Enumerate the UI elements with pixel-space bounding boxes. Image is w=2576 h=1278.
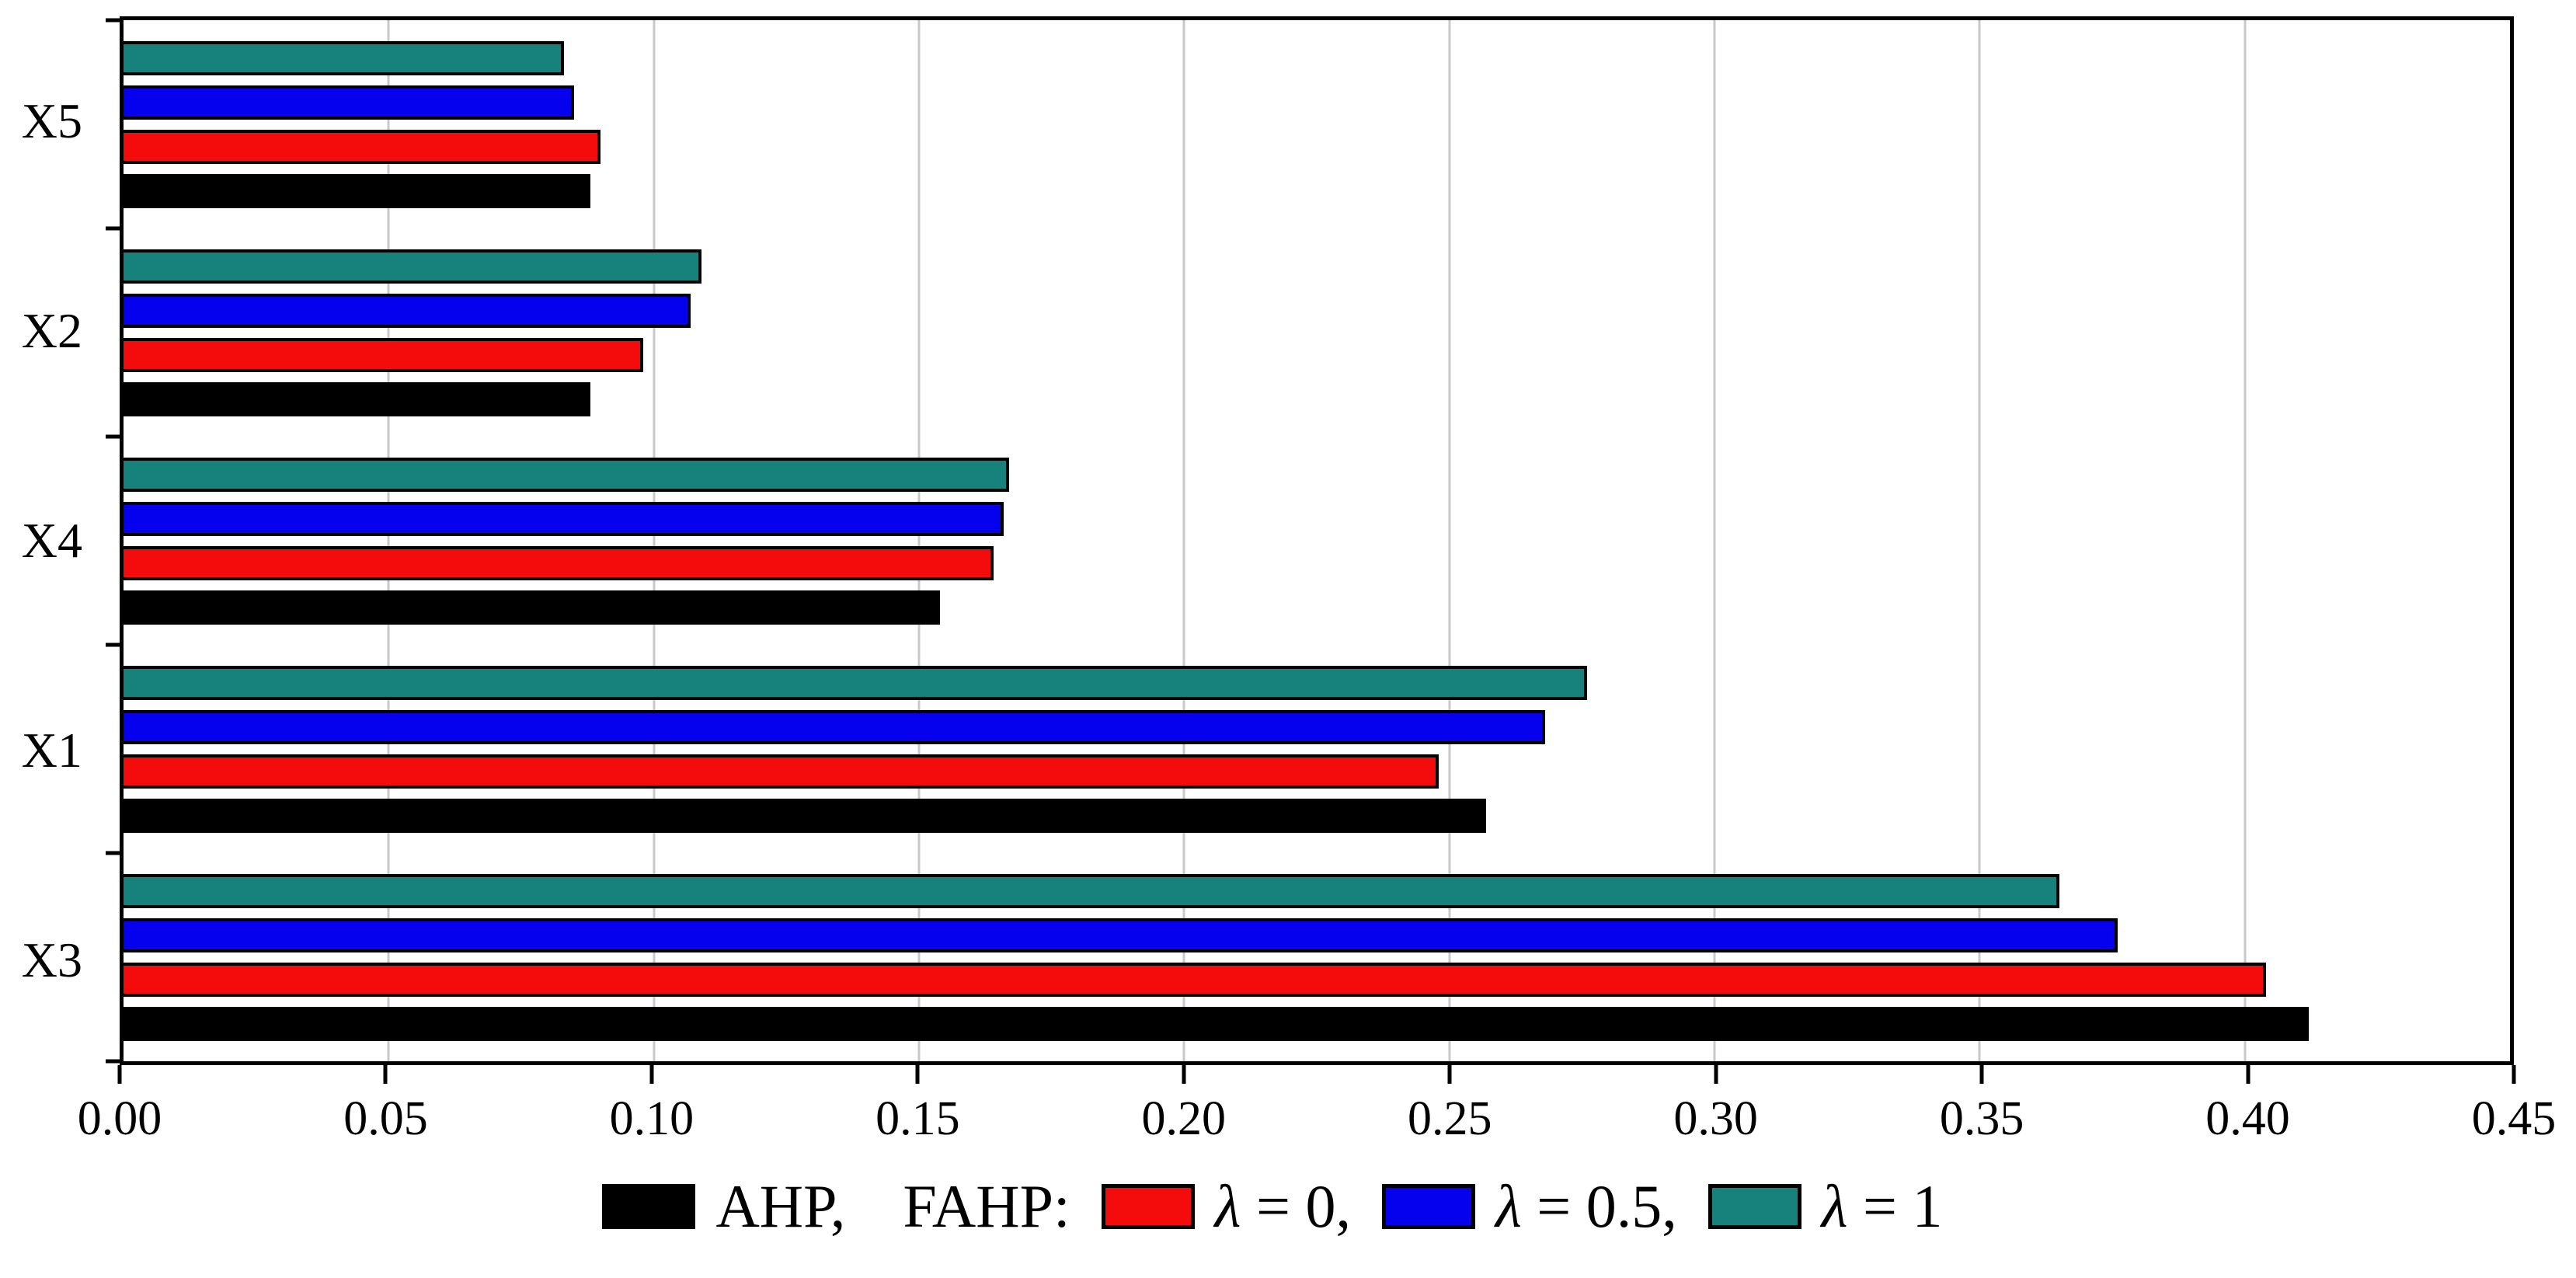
x-tick-label: 0.05: [343, 1092, 428, 1145]
bar-x1-λ=0.5: [124, 709, 1545, 744]
legend-label: λ = 0,: [1214, 1172, 1351, 1240]
x-axis-tick: [1979, 1065, 1984, 1084]
x-axis-tick: [1714, 1065, 1718, 1084]
y-axis-tick: [106, 1059, 120, 1064]
bar-x2-λ=0.5: [124, 293, 691, 328]
x-axis-tick: [117, 1065, 122, 1084]
bar-group-x2: [124, 228, 2510, 437]
gridline: [1448, 20, 1451, 1061]
legend-swatch-λ=1: [1707, 1184, 1801, 1229]
bar-x4-λ=0.5: [124, 501, 1004, 536]
bar-group-x5: [124, 20, 2510, 228]
bar-x5-AHP: [124, 173, 590, 208]
bar-x2-λ=0: [124, 337, 643, 372]
x-axis: 0.00 0.05 0.10 0.15 0.20 0.25 0.30 0.35 0.40 0.45: [78, 1065, 2556, 1182]
gridline: [653, 20, 656, 1061]
y-axis-tick: [106, 434, 120, 439]
gridline: [1978, 20, 1981, 1061]
gridline: [2244, 20, 2247, 1061]
y-axis-tick: [106, 18, 120, 23]
legend-swatch-λ=0: [1101, 1184, 1195, 1229]
x-tick-label: 0.30: [1673, 1092, 1758, 1145]
bar-x2-AHP: [124, 381, 590, 416]
bar-x3-λ=0: [124, 962, 2266, 997]
bar-x4-λ=0: [124, 545, 994, 580]
x-axis-tick: [1182, 1065, 1186, 1084]
x-axis-tick: [915, 1065, 920, 1084]
bar-x5-λ=0.5: [124, 85, 575, 120]
legend-label: FAHP:: [903, 1172, 1070, 1240]
bar-group-x1: [124, 645, 2510, 853]
x-tick-label: 0.45: [2471, 1092, 2557, 1145]
bar-x5-λ=1: [124, 40, 564, 75]
y-axis-tick: [106, 642, 120, 647]
bar-x5-λ=0: [124, 129, 601, 164]
y-axis-tick: [106, 226, 120, 231]
x-axis-tick: [2246, 1065, 2251, 1084]
x-tick-label: 0.00: [77, 1092, 162, 1145]
gridline: [1713, 20, 1716, 1061]
category-label-x1: X1: [21, 723, 82, 778]
x-axis-tick: [649, 1065, 654, 1084]
bar-x1-λ=1: [124, 665, 1588, 700]
x-tick-label: 0.15: [875, 1092, 960, 1145]
category-label-x2: X2: [21, 303, 82, 358]
chart-legend: AHP, FAHP: λ = 0, λ = 0.5, λ = 1: [0, 1164, 2576, 1249]
gridline: [387, 20, 390, 1061]
gridline: [1182, 20, 1185, 1061]
bar-x2-λ=1: [124, 249, 702, 284]
bar-group-x4: [124, 437, 2510, 645]
x-axis-tick: [383, 1065, 388, 1084]
x-tick-label: 0.25: [1407, 1092, 1492, 1145]
legend-label: λ = 0.5,: [1495, 1172, 1677, 1240]
legend-label: AHP,: [715, 1172, 846, 1240]
legend-swatch-λ=0.5: [1381, 1184, 1475, 1229]
plot-area: [106, 16, 2514, 1065]
y-axis-tick: [106, 851, 120, 855]
bar-x4-AHP: [124, 590, 941, 625]
bar-x3-λ=0.5: [124, 918, 2118, 952]
bar-x3-AHP: [124, 1006, 2309, 1041]
x-tick-label: 0.35: [1939, 1092, 2024, 1145]
bar-x3-λ=1: [124, 873, 2059, 908]
x-axis-tick: [2512, 1065, 2516, 1084]
y-axis-labels: X5 X2 X4 X1 X3: [0, 16, 104, 1065]
bar-group-x3: [124, 853, 2510, 1061]
x-tick-label: 0.20: [1141, 1092, 1227, 1145]
bar-x1-AHP: [124, 798, 1487, 833]
category-label-x4: X4: [21, 513, 82, 568]
category-label-x3: X3: [21, 932, 82, 987]
bar-x4-λ=1: [124, 457, 1010, 492]
legend-swatch-AHP: [602, 1184, 696, 1229]
bar-x1-λ=0: [124, 754, 1439, 789]
gridline: [917, 20, 921, 1061]
category-label-x5: X5: [21, 93, 82, 148]
x-tick-label: 0.10: [609, 1092, 694, 1145]
x-axis-tick: [1447, 1065, 1452, 1084]
x-tick-label: 0.40: [2205, 1092, 2290, 1145]
legend-label: λ = 1: [1821, 1172, 1943, 1240]
